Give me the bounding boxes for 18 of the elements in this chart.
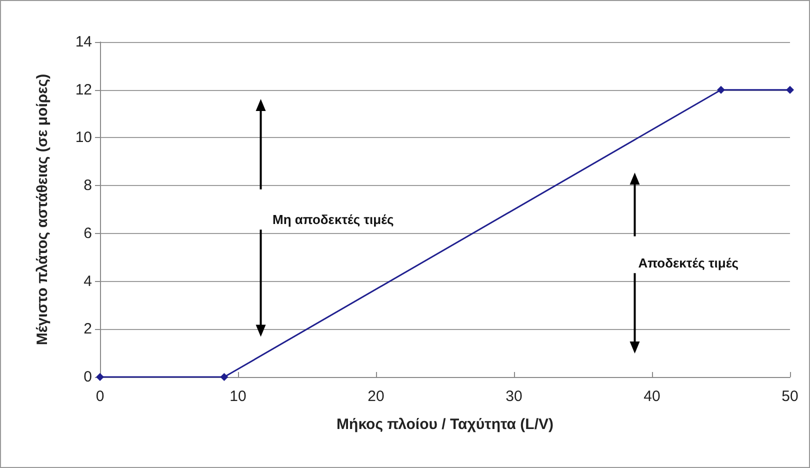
- x-tick-label: 0: [96, 388, 104, 405]
- y-tick-label: 2: [84, 320, 92, 338]
- annotation: Αποδεκτές τιμές: [638, 255, 739, 270]
- y-tick-label: 4: [84, 272, 92, 290]
- x-tick-label: 30: [506, 388, 522, 405]
- y-tick-label: 0: [84, 368, 92, 386]
- x-tick-label: 40: [644, 388, 660, 405]
- y-tick-label: 6: [84, 224, 92, 242]
- annotation: Μη αποδεκτές τιμές: [272, 212, 394, 227]
- y-tick-label: 10: [75, 129, 92, 146]
- y-axis-title: Μέγιστο πλάτος αστάθειας (σε μοίρες): [34, 74, 51, 346]
- x-tick-label: 10: [230, 388, 246, 405]
- y-tick-label: 14: [75, 34, 92, 50]
- x-tick-label: 50: [782, 388, 798, 405]
- x-axis-title: Μήκος πλοίου / Ταχύτητα (L/V): [336, 416, 554, 433]
- y-tick-label: 8: [84, 177, 92, 194]
- x-tick-label: 20: [368, 388, 384, 405]
- y-tick-label: 12: [75, 81, 92, 98]
